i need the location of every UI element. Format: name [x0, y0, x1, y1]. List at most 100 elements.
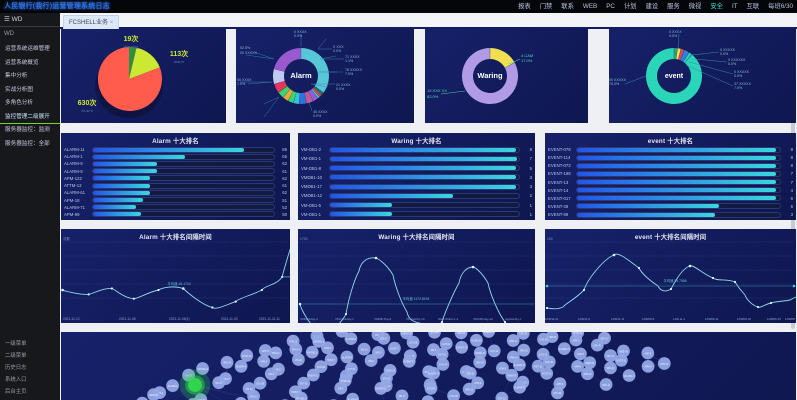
svg-text:APM-5: APM-5: [324, 347, 332, 350]
svg-text:ATM-12: ATM-12: [660, 363, 669, 366]
svg-text:83.0%: 83.0%: [427, 94, 439, 99]
svg-text:alarm: alarm: [174, 59, 185, 64]
svg-text:1/08/08-18: 1/08/08-18: [737, 317, 751, 321]
svg-text:APM-14: APM-14: [509, 340, 518, 343]
svg-text:NODE-22: NODE-22: [475, 353, 486, 355]
svg-text:LOG-08: LOG-08: [317, 367, 326, 369]
svg-text:VM-DB1day-1: VM-DB1day-1: [335, 317, 354, 321]
svg-text:ALarm: ALarm: [81, 108, 93, 113]
svg-text:ATM-9: ATM-9: [474, 382, 481, 385]
svg-text:SRV-02: SRV-02: [457, 333, 466, 335]
svg-text:HOST-31: HOST-31: [617, 361, 627, 363]
svg-text:Web-Writer-1.2: Web-Writer-1.2: [438, 317, 459, 321]
svg-text:19次: 19次: [124, 34, 139, 43]
svg-text:DB-9: DB-9: [368, 361, 374, 363]
svg-text:SRV-02: SRV-02: [520, 351, 529, 353]
svg-text:ALARM-9: ALARM-9: [236, 366, 247, 369]
svg-text:SRV-14: SRV-14: [607, 368, 616, 370]
svg-text:平均值 1172.8194: 平均值 1172.8194: [403, 296, 430, 301]
svg-text:0.0%: 0.0%: [294, 34, 303, 38]
svg-text:1/08/08-11: 1/08/08-11: [705, 317, 719, 321]
svg-text:DB-9: DB-9: [269, 374, 275, 376]
svg-text:EVT-61: EVT-61: [438, 355, 446, 357]
svg-text:1/08-11-1: 1/08-11-1: [673, 317, 686, 321]
svg-text:0.0%: 0.0%: [720, 52, 729, 56]
svg-text:VM-22: VM-22: [361, 349, 368, 351]
svg-text:7.0%: 7.0%: [345, 72, 354, 76]
svg-text:VM-webby-10: VM-webby-10: [406, 317, 425, 321]
svg-text:ALARM-9: ALARM-9: [342, 356, 353, 359]
svg-text:17.0%: 17.0%: [521, 58, 533, 63]
svg-text:SRV-02: SRV-02: [476, 362, 485, 364]
svg-text:0.0%: 0.0%: [333, 49, 342, 53]
svg-text:SRV-14: SRV-14: [223, 363, 232, 365]
svg-text:DB-17: DB-17: [216, 383, 223, 385]
svg-text:2021-11-11-11: 2021-11-11-11: [259, 317, 280, 321]
svg-text:CPU-91: CPU-91: [593, 345, 602, 347]
svg-text:00 XXXXX: 00 XXXXX: [240, 51, 258, 55]
svg-text:2021-11-03: 2021-11-03: [221, 317, 238, 321]
svg-text:HOST-7: HOST-7: [390, 348, 399, 350]
svg-text:LOG-08: LOG-08: [256, 384, 265, 386]
svg-text:WEB-09: WEB-09: [149, 395, 158, 397]
svg-text:HOST-7: HOST-7: [338, 332, 347, 334]
svg-text:ATM-12: ATM-12: [584, 373, 593, 376]
svg-text:0.0%: 0.0%: [336, 87, 345, 91]
svg-text:DB-9: DB-9: [431, 350, 437, 352]
svg-text:DB-9: DB-9: [338, 389, 344, 391]
svg-text:APP-8: APP-8: [557, 383, 564, 386]
svg-text:VM-DB1-3: VM-DB1-3: [307, 352, 318, 354]
svg-text:WEB-09: WEB-09: [508, 376, 517, 378]
svg-text:EVENT-17: EVENT-17: [404, 362, 416, 364]
svg-text:ATM-9: ATM-9: [577, 353, 584, 356]
svg-text:1/08/08-15: 1/08/08-15: [767, 317, 781, 321]
svg-text:NET-12: NET-12: [601, 338, 610, 340]
svg-text:ATM-9: ATM-9: [499, 367, 506, 370]
svg-text:HOST-31: HOST-31: [242, 356, 252, 358]
svg-text:VMDB1day-d: VMDB1day-d: [300, 317, 318, 321]
svg-text:75.0%: 75.0%: [609, 82, 620, 86]
svg-text:HOST-7: HOST-7: [327, 360, 336, 362]
svg-text:ATM-12: ATM-12: [250, 396, 259, 399]
svg-text:CPU-91: CPU-91: [545, 362, 554, 364]
svg-text:APM-14: APM-14: [509, 356, 518, 359]
svg-text:平均值 46.1724: 平均值 46.1724: [167, 281, 190, 286]
svg-text:APM-5: APM-5: [645, 366, 653, 369]
svg-text:1/08/08-8: 1/08/08-8: [642, 317, 655, 321]
svg-text:2021-11-08: 2021-11-08: [119, 317, 136, 321]
svg-text:APM-5: APM-5: [260, 361, 268, 364]
svg-text:ALARM-9: ALARM-9: [346, 338, 357, 341]
svg-text:EVT-61: EVT-61: [442, 344, 450, 346]
svg-text:VM-DB1-3: VM-DB1-3: [624, 376, 635, 378]
svg-text:ALARM-71: ALARM-71: [559, 348, 571, 351]
svg-text:EVT-61: EVT-61: [300, 383, 308, 385]
svg-text:ALARM-9: ALARM-9: [168, 385, 179, 388]
svg-text:WEB-09: WEB-09: [619, 351, 628, 353]
svg-text:次数: 次数: [63, 236, 70, 241]
svg-text:HOST-31: HOST-31: [542, 374, 552, 376]
svg-text:APP-8: APP-8: [262, 350, 269, 353]
svg-text:1/08/11-8: 1/08/11-8: [578, 317, 590, 321]
svg-text:SYS-44: SYS-44: [439, 365, 448, 367]
svg-text:VMDB-Top-d: VMDB-Top-d: [374, 317, 392, 321]
svg-text:ALARM-71: ALARM-71: [514, 364, 526, 367]
svg-text:1/08/11-01: 1/08/11-01: [545, 317, 559, 321]
svg-text:1/08/11-11: 1/08/11-11: [611, 317, 625, 321]
svg-text:0.0%: 0.0%: [313, 114, 322, 118]
svg-text:630次: 630次: [78, 98, 97, 107]
svg-text:Waring: Waring: [477, 71, 503, 80]
svg-text:EVENT-17: EVENT-17: [456, 348, 468, 350]
svg-text:NET-12: NET-12: [534, 367, 543, 369]
svg-text:DB-17: DB-17: [381, 339, 388, 341]
svg-text:NODE-22: NODE-22: [471, 341, 482, 343]
svg-text:VM-DB-day-12: VM-DB-day-12: [473, 317, 493, 321]
svg-text:2021-11-06(1): 2021-11-06(1): [169, 317, 190, 321]
svg-text:APP-8: APP-8: [574, 366, 581, 369]
svg-text:event: event: [665, 73, 684, 80]
svg-text:SRV-02: SRV-02: [465, 389, 474, 391]
svg-text:ALARM-71: ALARM-71: [428, 373, 440, 376]
svg-text:LOG-08: LOG-08: [409, 342, 418, 344]
svg-text:EVENT-17: EVENT-17: [401, 333, 413, 335]
svg-text:平均值 55.7586: 平均值 55.7586: [663, 278, 686, 283]
svg-text:1700: 1700: [300, 237, 308, 241]
